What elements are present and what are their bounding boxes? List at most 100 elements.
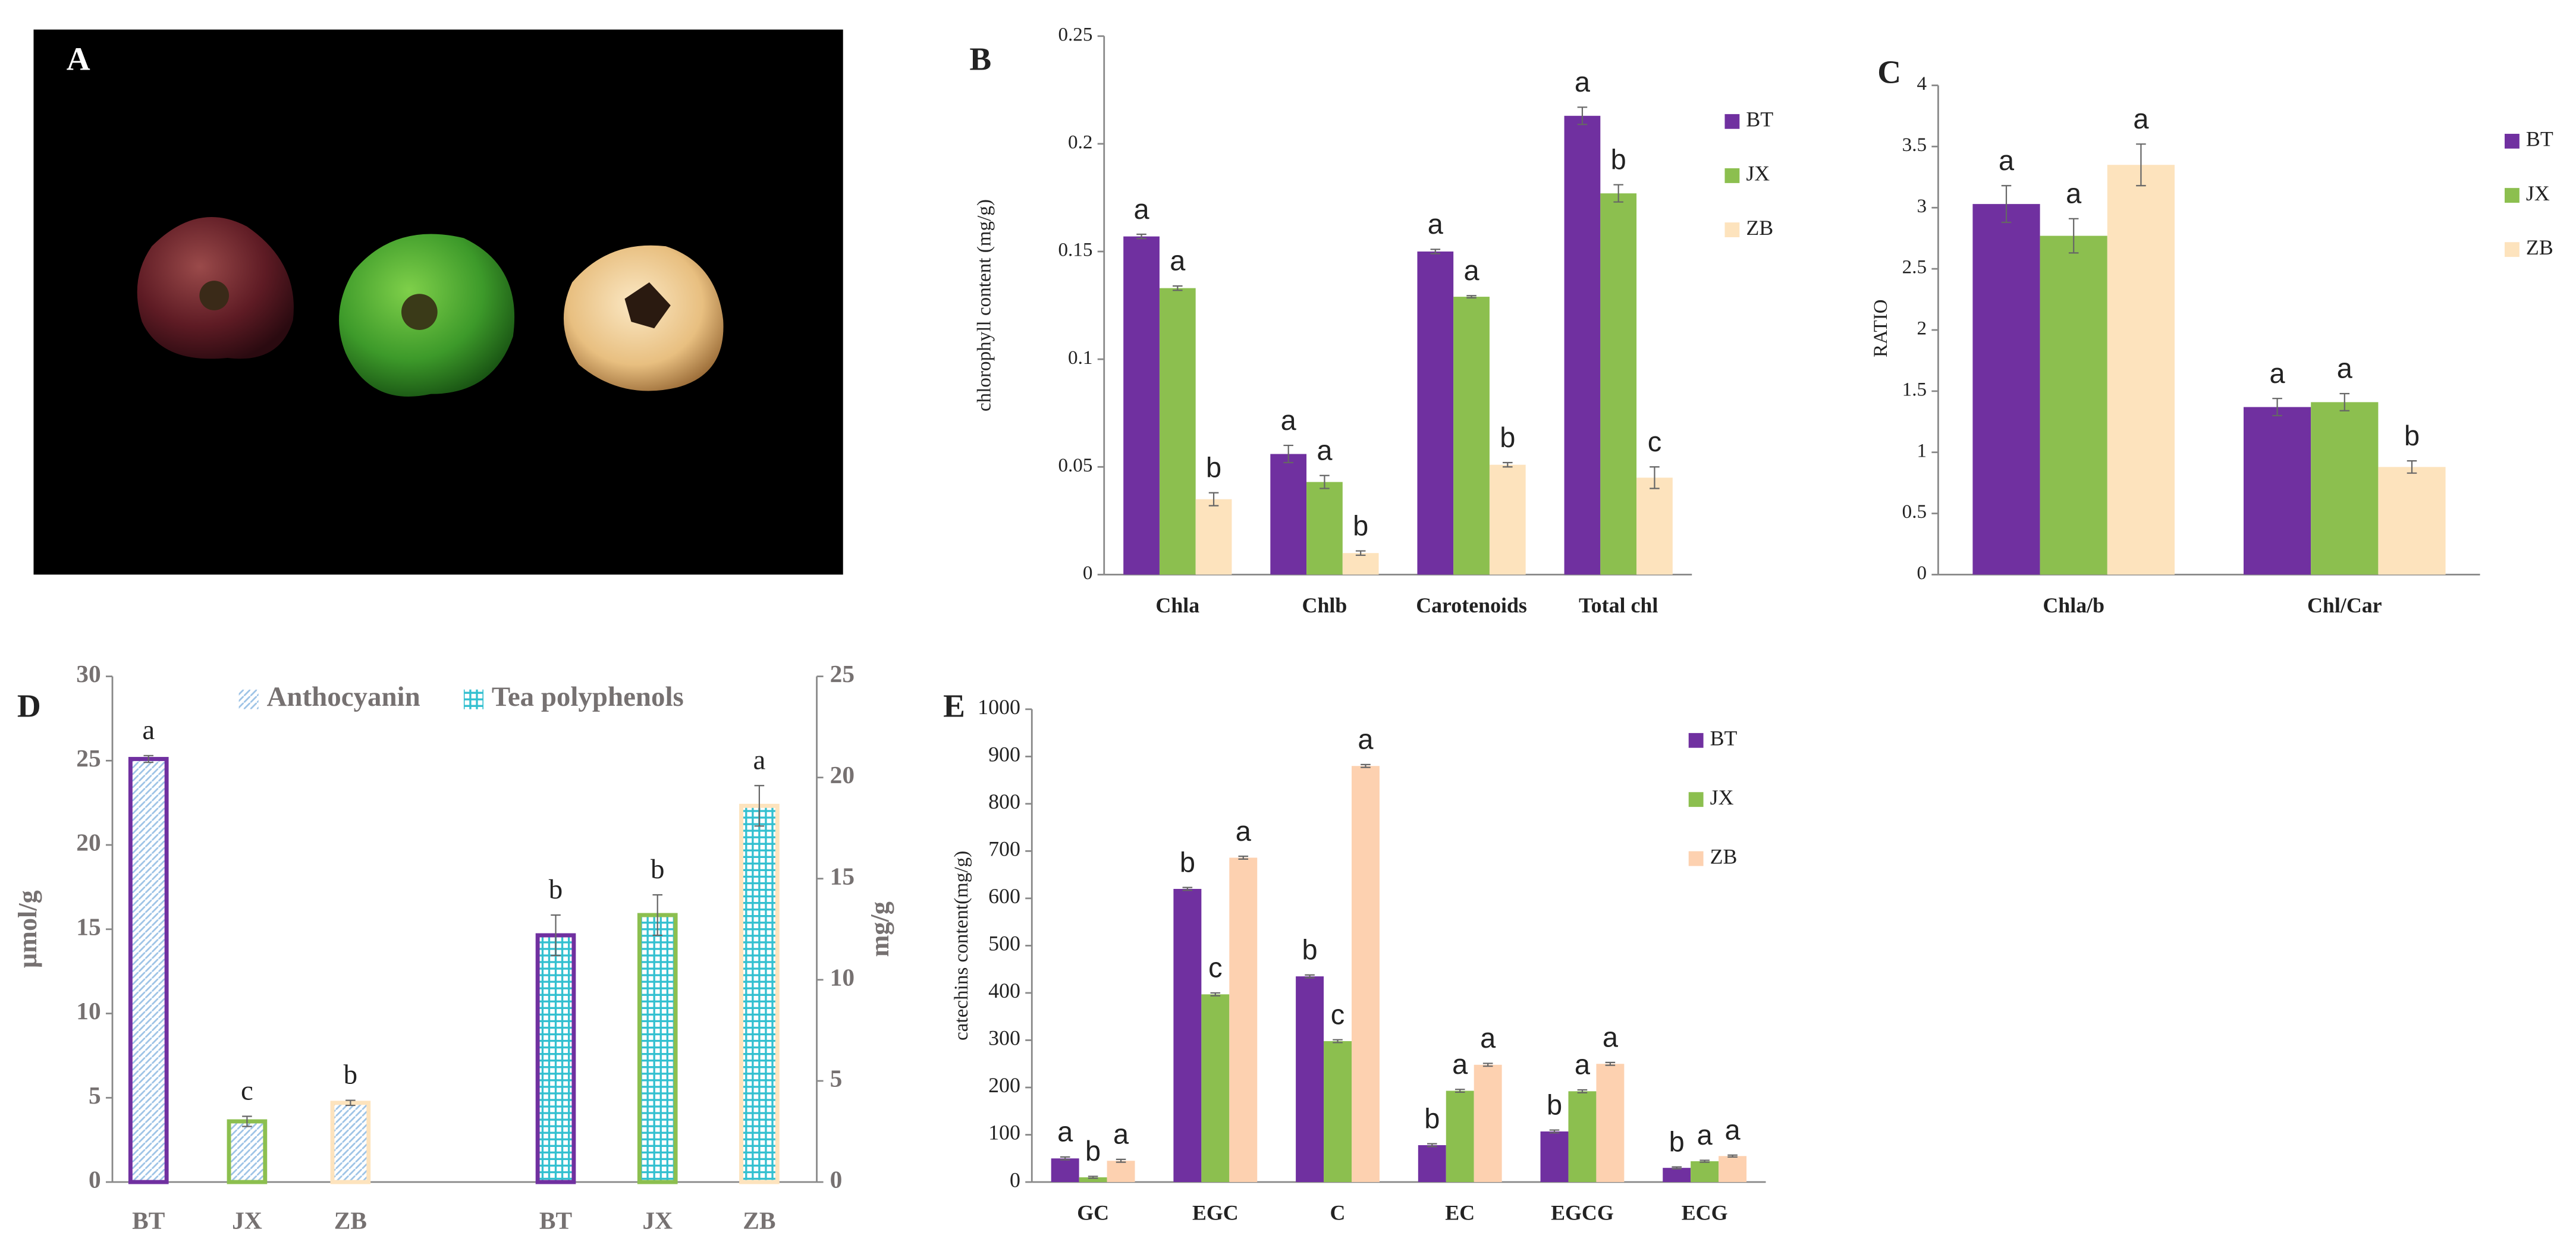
bar bbox=[1636, 477, 1673, 575]
bar bbox=[1596, 1064, 1625, 1183]
error-bar bbox=[345, 1099, 356, 1107]
y-tick-label: 0.15 bbox=[1058, 239, 1092, 261]
y-tick-label: 0.1 bbox=[1068, 347, 1092, 369]
calyx bbox=[199, 281, 230, 310]
bar bbox=[739, 803, 780, 1184]
bar bbox=[2378, 467, 2446, 575]
error-bar bbox=[1238, 856, 1249, 860]
bar bbox=[1051, 1158, 1079, 1183]
bar bbox=[1195, 499, 1232, 575]
error-bar bbox=[1699, 1159, 1710, 1163]
x-tick-label: Chla bbox=[1155, 593, 1199, 617]
legend-label: BT bbox=[2526, 127, 2553, 151]
legend-label: JX bbox=[1710, 785, 1734, 809]
y-tick-label: 4 bbox=[1917, 73, 1927, 95]
y-tick-label: 1.5 bbox=[1902, 378, 1927, 400]
error-bar bbox=[2136, 143, 2146, 187]
bar bbox=[1107, 1161, 1135, 1183]
y-axis-title: catechins content(mg/g) bbox=[950, 851, 972, 1041]
bar bbox=[637, 913, 678, 1184]
x-tick-label: Chla/b bbox=[2043, 593, 2104, 617]
error-bar bbox=[2407, 460, 2417, 474]
error-bar bbox=[1427, 1143, 1437, 1148]
y-tick-label: 700 bbox=[988, 837, 1020, 861]
bar bbox=[1418, 1145, 1446, 1183]
significance-letter: a bbox=[2270, 358, 2286, 389]
legend-swatch bbox=[238, 689, 259, 709]
y-tick-label: 1000 bbox=[978, 695, 1020, 719]
y-tick-label: 400 bbox=[988, 979, 1020, 1002]
legend-swatch bbox=[1724, 114, 1740, 129]
significance-letter: a bbox=[753, 744, 765, 775]
significance-letter: b bbox=[344, 1060, 357, 1090]
y-tick-label: 0 bbox=[1083, 562, 1093, 584]
y-tick-label: 0 bbox=[1010, 1168, 1020, 1192]
significance-letter: a bbox=[1697, 1120, 1713, 1151]
significance-letter: a bbox=[1281, 405, 1297, 436]
y-tick-label: 25 bbox=[76, 744, 100, 772]
significance-letter: a bbox=[1113, 1119, 1129, 1150]
significance-letter: a bbox=[1057, 1117, 1073, 1148]
legend-swatch bbox=[1724, 168, 1740, 183]
significance-letter: b bbox=[1500, 422, 1515, 453]
panel-label: A bbox=[67, 41, 90, 77]
error-bar bbox=[1503, 461, 1513, 468]
x-tick-label: Chlb bbox=[1302, 593, 1347, 617]
y-axis-title: chlorophyll content (mg/g) bbox=[973, 199, 995, 411]
error-bar bbox=[1173, 285, 1183, 291]
x-tick-label: Total chl bbox=[1579, 593, 1658, 617]
error-bar bbox=[551, 914, 561, 957]
chart-panel: D 0 5 10 15 20 25 30 0 5 10 15 20 25 µmol/g mg/g BT a JX c Z… bbox=[13, 660, 894, 1234]
y-tick-label: 100 bbox=[988, 1121, 1020, 1145]
x-tick-label: ECG bbox=[1682, 1200, 1728, 1224]
bar bbox=[1663, 1168, 1691, 1183]
bar bbox=[1719, 1156, 1747, 1183]
y-tick-label: 2.5 bbox=[1902, 256, 1927, 278]
error-bar bbox=[1320, 474, 1330, 489]
legend-swatch bbox=[2505, 188, 2520, 203]
bar bbox=[2040, 235, 2107, 575]
bar bbox=[128, 757, 169, 1184]
x-tick-label: ZB bbox=[334, 1207, 367, 1234]
error-bar bbox=[1613, 184, 1623, 203]
y-tick-label: 0 bbox=[89, 1166, 101, 1193]
panel-label: B bbox=[969, 41, 991, 77]
legend-swatch bbox=[1688, 792, 1704, 807]
bar bbox=[1564, 115, 1601, 575]
y-tick-label: 300 bbox=[988, 1026, 1020, 1050]
error-bar bbox=[1088, 1175, 1098, 1179]
error-bar bbox=[1136, 233, 1146, 240]
x-tick-label: BT bbox=[539, 1207, 572, 1234]
error-bar bbox=[1482, 1063, 1493, 1067]
chart-panel: C 0 0.5 1 1.5 2 2.5 3 3.5 4 RATIO Chla/b a a a Chl/Car a… bbox=[1870, 54, 2553, 617]
significance-letter: a bbox=[1134, 194, 1150, 225]
significance-letter: b bbox=[549, 874, 563, 905]
bar bbox=[535, 933, 576, 1184]
y-tick-label: 0 bbox=[1917, 562, 1927, 584]
significance-letter: b bbox=[1547, 1089, 1562, 1120]
y2-tick-label: 0 bbox=[830, 1166, 843, 1193]
x-tick-label: GC bbox=[1077, 1200, 1109, 1224]
y-tick-label: 5 bbox=[89, 1082, 101, 1109]
y-tick-label: 500 bbox=[988, 932, 1020, 955]
bar bbox=[1972, 204, 2040, 575]
y-tick-label: 1 bbox=[1917, 439, 1927, 461]
significance-letter: c bbox=[1331, 999, 1344, 1030]
legend-label: JX bbox=[1746, 162, 1770, 186]
chart-panel: B 0 0.05 0.1 0.15 0.2 0.25 chlorophyll content … bbox=[969, 23, 1773, 617]
y-tick-label: 20 bbox=[76, 829, 100, 856]
significance-letter: b bbox=[1085, 1136, 1101, 1167]
bar bbox=[2311, 402, 2379, 575]
significance-letter: a bbox=[1236, 816, 1252, 847]
significance-letter: a bbox=[1452, 1049, 1468, 1080]
legend-swatch bbox=[1688, 733, 1704, 748]
bar bbox=[1540, 1131, 1569, 1183]
error-bar bbox=[242, 1115, 252, 1127]
legend-label: BT bbox=[1746, 108, 1773, 131]
bar bbox=[1306, 482, 1343, 575]
significance-letter: b bbox=[1424, 1103, 1440, 1134]
bar bbox=[1270, 454, 1307, 575]
legend-swatch bbox=[2505, 134, 2520, 149]
photo-panel: A bbox=[33, 29, 843, 575]
